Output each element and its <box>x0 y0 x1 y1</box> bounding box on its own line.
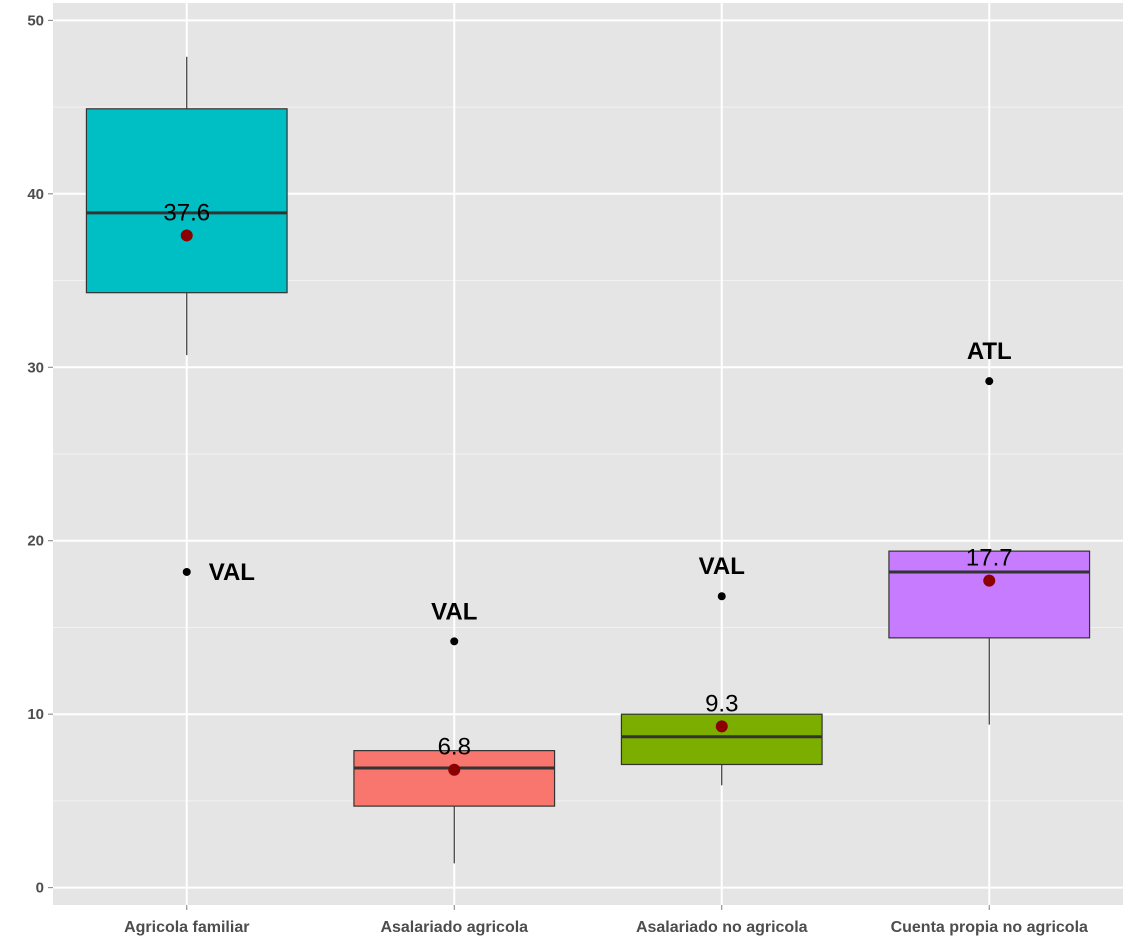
y-tick-label: 0 <box>36 880 44 897</box>
mean-label: 17.7 <box>966 545 1013 572</box>
boxes: VAL 37.6 VAL 6.8 VAL 9.3 ATL 17.7 <box>85 56 1091 864</box>
box-group: VAL 37.6 <box>85 56 288 586</box>
outlier-label: VAL <box>209 559 255 586</box>
mean-label: 9.3 <box>705 690 738 717</box>
major-gridlines <box>53 3 1123 905</box>
outlier-label: VAL <box>431 598 477 625</box>
box-group: VAL 6.8 <box>353 598 556 864</box>
mean-label: 37.6 <box>163 199 210 226</box>
box-group: VAL 9.3 <box>620 553 823 786</box>
x-tick-label: Agricola familiar <box>124 919 249 936</box>
y-tick-label: 30 <box>27 359 44 376</box>
outlier-point <box>717 592 726 601</box>
box <box>85 108 288 294</box>
x-tick-label: Asalariado agricola <box>380 919 528 936</box>
outlier-point <box>182 567 191 576</box>
y-tick-label: 40 <box>27 186 44 203</box>
mean-point <box>180 229 193 242</box>
outlier-point <box>985 377 994 386</box>
box <box>888 550 1091 639</box>
mean-label: 6.8 <box>438 734 471 761</box>
box-group: ATL 17.7 <box>888 338 1091 725</box>
y-tick-label: 10 <box>27 706 44 723</box>
x-axis: Agricola familiar Asalariado agricola Asal… <box>124 905 1088 936</box>
box <box>353 750 556 807</box>
y-tick-label: 50 <box>27 12 44 29</box>
y-tick-label: 20 <box>27 533 44 550</box>
x-tick-label: Cuenta propia no agricola <box>891 919 1088 936</box>
mean-point <box>448 763 461 776</box>
outlier-point <box>450 637 459 646</box>
x-tick-label: Asalariado no agricola <box>636 919 808 936</box>
mean-point <box>715 720 728 733</box>
mean-point <box>983 574 996 587</box>
outlier-label: ATL <box>967 338 1012 365</box>
y-axis: 0 10 20 30 40 50 <box>27 12 53 897</box>
outlier-label: VAL <box>699 553 745 580</box>
